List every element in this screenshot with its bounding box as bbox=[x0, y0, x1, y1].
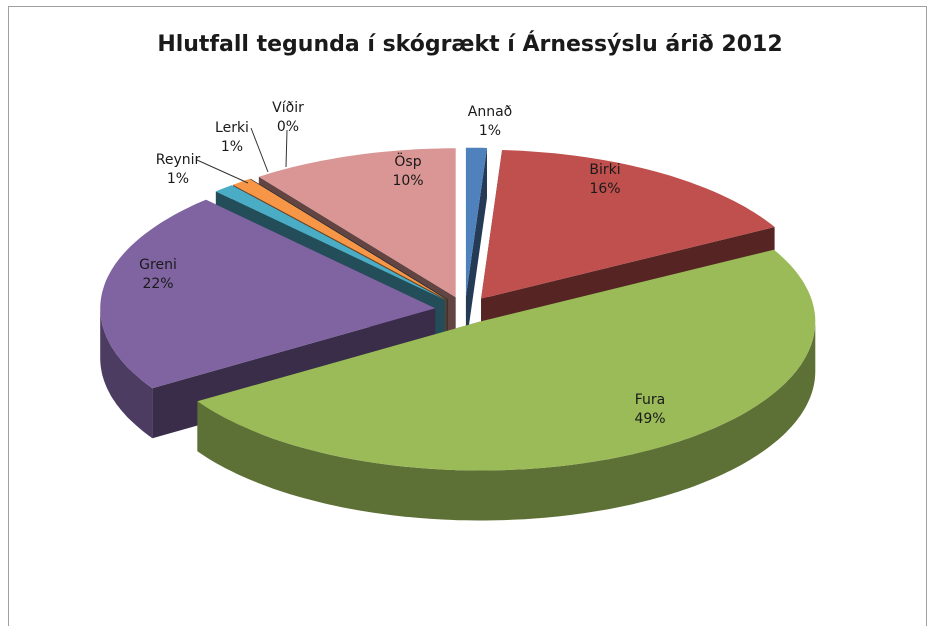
chart-title: Hlutfall tegunda í skógrækt í Árnessýslu… bbox=[157, 31, 782, 57]
category-label: Ösp bbox=[394, 152, 421, 170]
value-label: 22% bbox=[142, 276, 173, 292]
slice bbox=[197, 249, 816, 471]
category-label: Fura bbox=[635, 392, 666, 408]
category-label: Víðir bbox=[272, 100, 304, 116]
category-label: Greni bbox=[139, 257, 177, 273]
value-label: 1% bbox=[479, 123, 501, 139]
value-label: 1% bbox=[221, 139, 243, 155]
leader-line bbox=[285, 129, 288, 168]
value-label: 0% bbox=[277, 119, 299, 135]
slice bbox=[215, 185, 446, 300]
slice-rim bbox=[100, 308, 153, 439]
slice-wall bbox=[465, 148, 487, 347]
slice bbox=[481, 150, 775, 299]
category-label: Reynir bbox=[156, 152, 201, 168]
slice-rim bbox=[197, 321, 816, 521]
slice bbox=[465, 147, 487, 297]
pie bbox=[100, 147, 816, 521]
slice bbox=[233, 178, 447, 300]
slice bbox=[100, 199, 436, 389]
value-label: 10% bbox=[392, 173, 423, 189]
value-label: 1% bbox=[167, 171, 189, 187]
category-label: Birki bbox=[589, 162, 620, 178]
labels: Annað 1% Birki 16% Fura 49% Greni 22% Reynir 1% Le… bbox=[139, 100, 665, 427]
value-label: 16% bbox=[589, 181, 620, 197]
category-label: Lerki bbox=[215, 120, 249, 136]
category-label: Annað bbox=[468, 104, 512, 120]
value-label: 49% bbox=[634, 411, 665, 427]
leader-line bbox=[196, 159, 249, 184]
slice bbox=[258, 148, 456, 298]
leader-line bbox=[250, 127, 269, 173]
